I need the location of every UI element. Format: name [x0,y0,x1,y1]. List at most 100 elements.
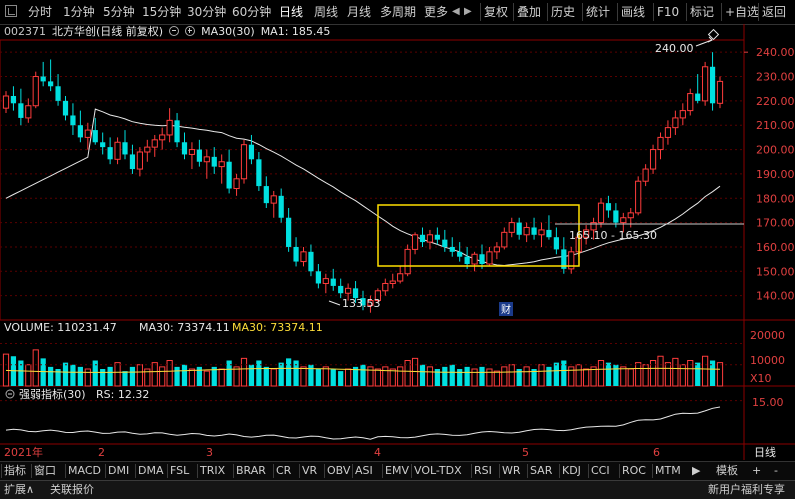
price-tick-9: 150.00 [756,265,795,278]
indicator-tab-3[interactable]: DMI [108,464,130,477]
candle-2 [18,88,24,126]
indicator-tab-18[interactable]: CCI [591,464,610,477]
candle-62 [464,246,470,269]
volume-bar-47 [352,366,359,386]
indicator-right-0[interactable]: 模板 [716,464,738,477]
tab-8[interactable]: 月线 [347,5,372,19]
related-quotes[interactable]: 关联报价 [50,483,94,496]
tab-0[interactable]: 分时 [28,5,53,19]
indicator-right-1[interactable]: + [752,464,762,477]
volume-bar-66 [493,370,500,387]
candle-22 [166,108,173,143]
indicator-tab-16[interactable]: SAR [530,464,553,477]
tab-6[interactable]: 日线 [279,5,304,19]
expand-toggle[interactable]: 扩展∧ [4,483,35,496]
indicator-tab-2[interactable]: MACD [68,464,101,477]
volume-bar-9 [70,364,76,386]
price-tick-7: 170.00 [756,217,795,230]
collapse-icon[interactable] [169,26,180,36]
candle-39 [293,237,299,267]
tab-1[interactable]: 1分钟 [63,5,95,19]
volume-bar-43 [322,366,329,387]
tab-2[interactable]: 5分钟 [103,5,135,19]
candle-65 [486,246,493,267]
tool-7[interactable]: +自选 [725,5,760,19]
volume-bar-88 [657,355,664,387]
volume-bar-63 [471,368,478,387]
tool-2[interactable]: 历史 [551,5,576,19]
volume-bar-65 [486,368,493,387]
candle-66 [493,242,500,260]
indicator-tab-10[interactable]: OBV [327,464,351,477]
candle-90 [672,110,679,135]
tool-4[interactable]: 画线 [621,5,646,19]
tool-5[interactable]: F10 [657,5,680,19]
time-label-2: 3 [206,446,213,459]
event-marker[interactable] [499,302,513,316]
indicator-tab-5[interactable]: FSL [170,464,190,477]
candle-61 [457,242,463,262]
indicator-tab-8[interactable]: CR [276,464,292,477]
indicator-tab-20[interactable]: MTM [655,464,681,477]
price-tick-6: 180.00 [756,192,795,205]
price-tick-5: 190.00 [756,168,795,181]
indicator-tab-1[interactable]: 窗口 [34,464,56,477]
candle-69 [516,217,522,240]
scroll-right-icon[interactable]: ▶ [464,6,472,17]
indicator-tab-12[interactable]: EMV [385,464,409,477]
tabs-scroll-right-icon[interactable]: ▶ [692,464,701,477]
tab-3[interactable]: 15分钟 [142,5,182,19]
candle-30 [226,149,232,194]
indicator-tab-15[interactable]: WR [502,464,521,477]
candle-23 [174,113,180,148]
indicator-tab-19[interactable]: ROC [622,464,646,477]
volume-bar-73 [546,366,552,386]
candle-40 [300,246,307,267]
time-label-0: 2021年 [4,445,43,459]
candle-3 [25,98,32,123]
indicator-tab-7[interactable]: BRAR [236,464,266,477]
new-user-promo[interactable]: 新用户福利专享 [708,483,785,496]
volume-bar-91 [679,364,686,387]
rs-collapse-icon[interactable] [5,389,15,399]
expand-icon[interactable] [185,26,196,36]
volume-bar-71 [531,369,537,386]
tab-4[interactable]: 30分钟 [187,5,227,19]
stock-name: 北方华创(日线 前复权) [52,25,164,38]
indicator-tab-13[interactable]: VOL-TDX [414,464,462,477]
candle-79 [590,217,597,240]
indicator-tab-4[interactable]: DMA [138,464,164,477]
tool-3[interactable]: 统计 [586,5,611,19]
indicator-tab-6[interactable]: TRIX [200,464,226,477]
volume-bar-85 [635,362,642,387]
volume-title: VOLUME: 110231.47 [4,321,117,334]
candle-15 [114,137,121,165]
indicator-tab-17[interactable]: KDJ [562,464,581,477]
indicator-tab-11[interactable]: ASI [355,464,373,477]
candle-85 [635,176,642,216]
tab-5[interactable]: 60分钟 [232,5,272,19]
tool-0[interactable]: 复权 [484,5,509,19]
volume-bar-96 [716,362,724,387]
volume-bar-45 [338,371,344,386]
volume-bar-93 [695,362,701,386]
volume-bar-76 [568,366,575,387]
candle-89 [664,120,672,145]
candle-4 [32,71,39,109]
scroll-left-icon[interactable]: ◀ [452,6,460,17]
tab-7[interactable]: 周线 [314,5,339,19]
window-icon[interactable] [5,5,17,17]
tab-9[interactable]: 多周期 [380,5,417,19]
rs-tick-15: 15.00 [752,396,784,409]
indicator-tab-9[interactable]: VR [302,464,318,477]
tool-8[interactable]: 返回 [762,5,787,19]
tab-10[interactable]: 更多 [424,5,449,19]
indicator-tab-0[interactable]: 指标 [4,464,26,477]
period-label[interactable]: 日线 [754,445,776,459]
tool-1[interactable]: 叠加 [517,5,542,19]
indicator-right-2[interactable]: - [774,464,778,477]
candle-74 [553,227,559,255]
indicator-tab-14[interactable]: RSI [474,464,492,477]
tool-6[interactable]: 标记 [690,5,715,19]
